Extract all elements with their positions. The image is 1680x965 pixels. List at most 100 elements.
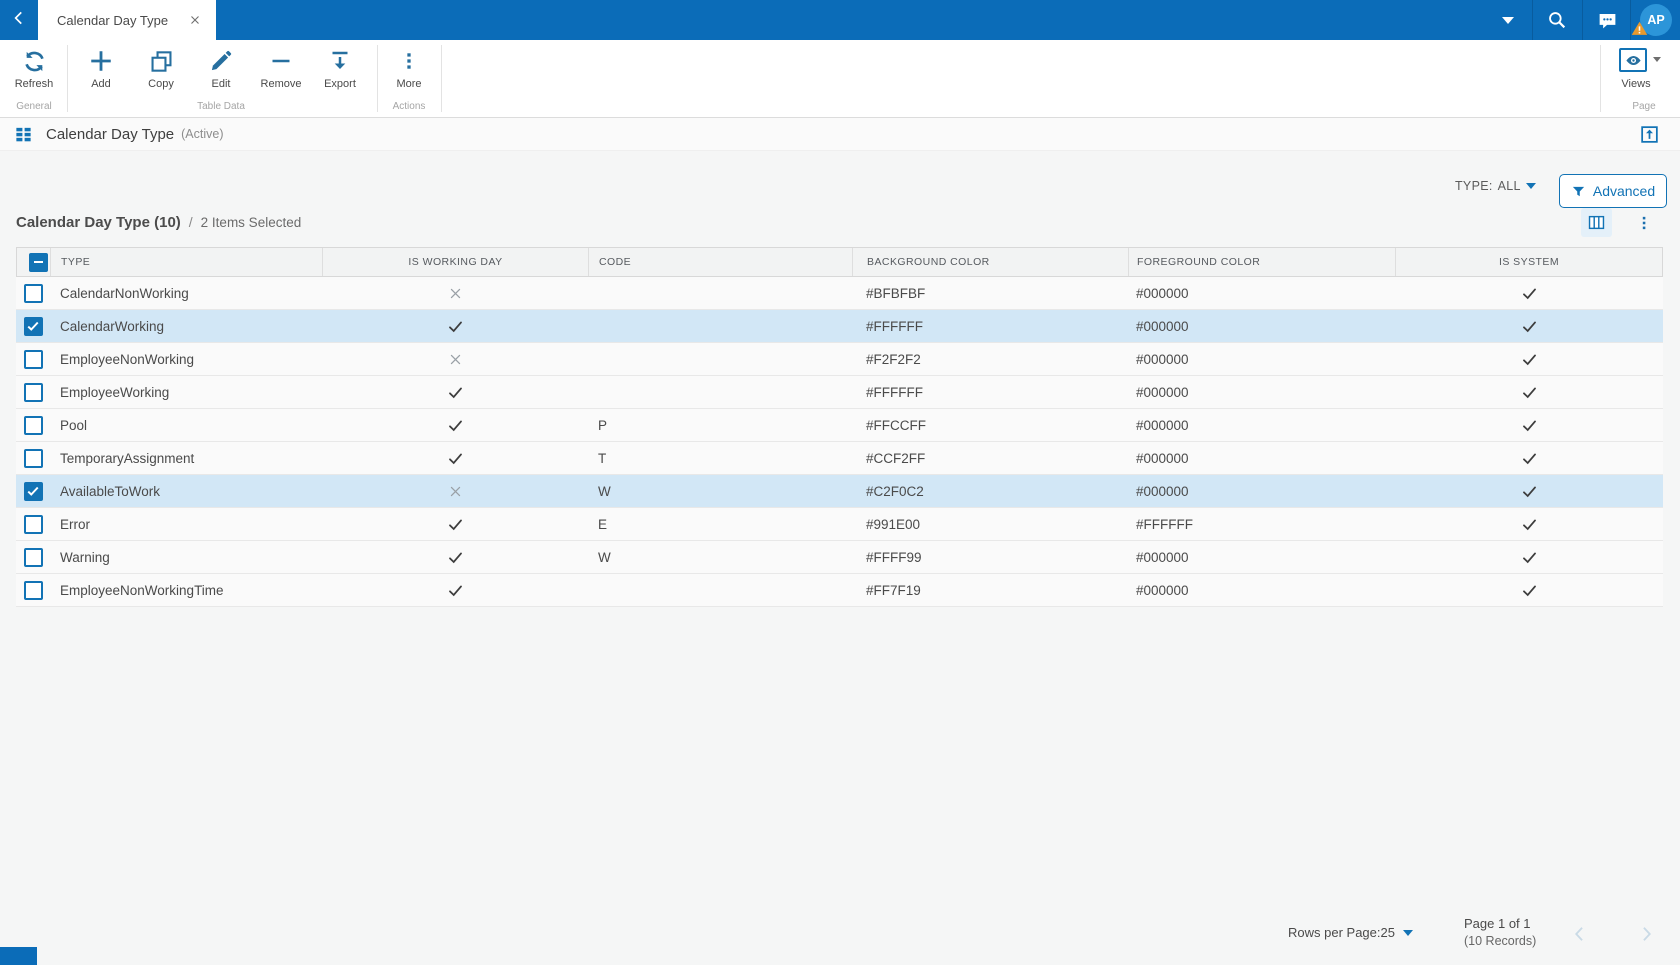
filter-funnel-icon xyxy=(1572,186,1584,196)
group-label-general: General xyxy=(16,101,52,112)
row-checkbox-cell xyxy=(16,382,50,402)
cell-is-system xyxy=(1395,450,1663,467)
tab-close-button[interactable] xyxy=(184,9,206,31)
table-row[interactable]: EmployeeWorking #FFFFFF #000000 xyxy=(16,376,1663,409)
refresh-button[interactable]: Refresh xyxy=(6,46,62,100)
table-row[interactable]: Warning W #FFFF99 #000000 xyxy=(16,541,1663,574)
next-page-button[interactable] xyxy=(1634,922,1658,946)
topbar-separator xyxy=(1630,0,1631,40)
kebab-menu-icon xyxy=(1642,216,1645,229)
column-header-type[interactable]: TYPE xyxy=(51,248,323,276)
table-row[interactable]: EmployeeNonWorkingTime #FF7F19 #000000 xyxy=(16,574,1663,607)
type-filter-value: ALL xyxy=(1497,179,1521,193)
type-filter-dropdown[interactable]: TYPE: ALL xyxy=(1455,179,1536,193)
row-checkbox[interactable] xyxy=(23,349,43,369)
edit-button[interactable]: Edit xyxy=(193,46,249,100)
content-area: TYPE: ALL Advanced Calendar Day Type (10… xyxy=(0,151,1680,965)
cell-is-system xyxy=(1395,417,1663,434)
column-settings-button[interactable] xyxy=(1581,208,1612,237)
popout-button[interactable] xyxy=(1638,123,1661,146)
cell-is-working-day xyxy=(322,516,588,533)
column-header-is-working-day[interactable]: IS WORKING DAY xyxy=(323,248,589,276)
views-dropdown-caret[interactable] xyxy=(1653,57,1661,62)
row-checkbox[interactable] xyxy=(23,580,43,600)
column-header-background-color[interactable]: BACKGROUND COLOR xyxy=(853,248,1129,276)
cell-foreground-color: #000000 xyxy=(1136,318,1189,334)
button-label: Add xyxy=(91,78,111,90)
table-row[interactable]: Pool P #FFCCFF #000000 xyxy=(16,409,1663,442)
rows-per-page-dropdown[interactable]: Rows per Page:25 xyxy=(1288,925,1413,940)
column-header-is-system[interactable]: IS SYSTEM xyxy=(1498,256,1560,268)
table-row[interactable]: AvailableToWork W #C2F0C2 #000000 xyxy=(16,475,1663,508)
search-button[interactable] xyxy=(1543,0,1571,40)
check-icon xyxy=(1522,519,1536,530)
add-button[interactable]: Add xyxy=(73,46,129,100)
avatar-initials: AP xyxy=(1647,13,1665,27)
select-all-checkbox[interactable] xyxy=(29,252,48,272)
table-row[interactable]: Error E #991E00 #FFFFFF xyxy=(16,508,1663,541)
row-checkbox[interactable] xyxy=(23,316,43,336)
header-checkbox-cell xyxy=(17,248,51,276)
row-checkbox[interactable] xyxy=(23,481,43,501)
export-button[interactable]: Export xyxy=(312,46,368,100)
rows-per-page-label: Rows per Page: xyxy=(1288,925,1381,940)
remove-button[interactable]: Remove xyxy=(249,46,313,100)
check-icon xyxy=(1522,453,1536,464)
cell-background-color: #C2F0C2 xyxy=(866,483,924,499)
check-icon xyxy=(448,321,462,332)
cell-foreground-color: #000000 xyxy=(1136,384,1189,400)
chevron-down-icon xyxy=(1402,929,1413,936)
row-checkbox[interactable] xyxy=(23,415,43,435)
back-button[interactable] xyxy=(6,8,32,32)
previous-page-button[interactable] xyxy=(1568,922,1592,946)
advanced-filter-button[interactable]: Advanced xyxy=(1559,174,1667,208)
cell-type: TemporaryAssignment xyxy=(60,450,195,466)
topbar-dropdown-button[interactable] xyxy=(1494,0,1522,40)
records-count-text: (10 Records) xyxy=(1464,934,1537,948)
page-info: Page 1 of 1 (10 Records) xyxy=(1464,916,1536,948)
table-row[interactable]: CalendarWorking #FFFFFF #000000 xyxy=(16,310,1663,343)
cell-is-system xyxy=(1395,318,1663,335)
table-row[interactable]: TemporaryAssignment T #CCF2FF #000000 xyxy=(16,442,1663,475)
ribbon-separator xyxy=(1600,45,1601,112)
grid-title-row: Calendar Day Type (10) / 2 Items Selecte… xyxy=(16,214,301,231)
table-row[interactable]: EmployeeNonWorking #F2F2F2 #000000 xyxy=(16,343,1663,376)
row-checkbox-cell xyxy=(16,316,50,336)
row-checkbox-cell xyxy=(16,415,50,435)
copy-button[interactable]: Copy xyxy=(133,46,189,100)
group-label-page: Page xyxy=(1632,101,1656,112)
x-mark-icon xyxy=(450,354,460,364)
cell-type: CalendarNonWorking xyxy=(60,285,189,301)
cell-code: P xyxy=(598,417,608,433)
table-row[interactable]: CalendarNonWorking #BFBFBF #000000 xyxy=(16,277,1663,310)
row-checkbox-cell xyxy=(16,448,50,468)
row-checkbox[interactable] xyxy=(23,283,43,303)
row-checkbox-cell xyxy=(16,283,50,303)
cell-foreground-color: #FFFFFF xyxy=(1136,516,1193,532)
more-button[interactable]: More xyxy=(381,46,437,100)
check-icon xyxy=(1522,420,1536,431)
tab-calendar-day-type[interactable]: Calendar Day Type xyxy=(38,0,216,40)
column-header-code[interactable]: CODE xyxy=(589,248,853,276)
cell-type: Pool xyxy=(60,417,88,433)
ribbon-separator xyxy=(67,45,68,112)
row-checkbox[interactable] xyxy=(23,448,43,468)
column-header-foreground-color[interactable]: FOREGROUND COLOR xyxy=(1129,248,1396,276)
check-icon xyxy=(1522,585,1536,596)
row-checkbox-cell xyxy=(16,514,50,534)
messages-button[interactable] xyxy=(1593,0,1621,40)
avatar[interactable]: AP xyxy=(1631,4,1672,36)
rows-per-page-value: 25 xyxy=(1380,925,1395,940)
export-icon xyxy=(328,46,352,76)
grid-menu-icon[interactable] xyxy=(14,125,33,144)
cell-code: W xyxy=(598,483,611,499)
data-table: TYPE IS WORKING DAY CODE BACKGROUND COLO… xyxy=(16,247,1663,607)
search-icon xyxy=(1549,12,1566,29)
check-icon xyxy=(448,387,462,398)
views-button[interactable] xyxy=(1619,48,1647,72)
row-checkbox[interactable] xyxy=(23,547,43,567)
grid-more-menu-button[interactable] xyxy=(1629,208,1658,237)
row-checkbox[interactable] xyxy=(23,514,43,534)
cell-foreground-color: #000000 xyxy=(1136,285,1189,301)
row-checkbox[interactable] xyxy=(23,382,43,402)
